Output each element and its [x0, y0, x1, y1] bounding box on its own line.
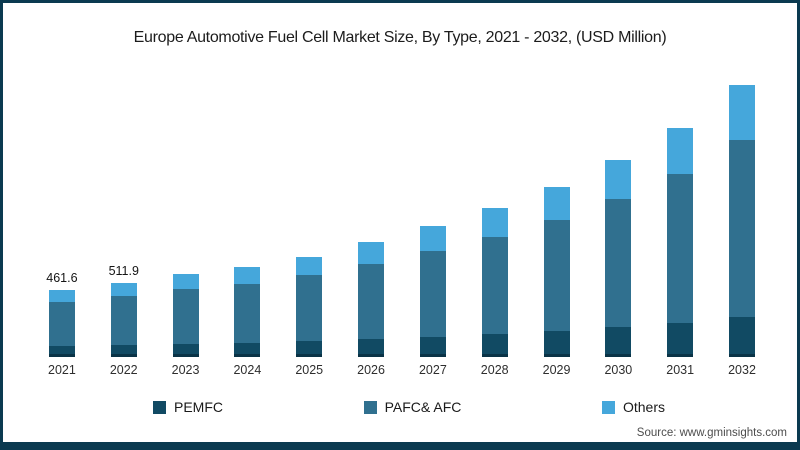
bar-segment-pemfc-2031	[667, 322, 694, 357]
x-axis-label-2031: 2031	[666, 363, 695, 377]
bar-segment-others-2022	[110, 282, 137, 297]
legend-swatch-icon	[363, 400, 377, 414]
bar-column-2027	[402, 65, 464, 357]
bar-segment-others-2031	[667, 127, 694, 174]
bar-segment-pafc-afc-2032	[729, 140, 756, 317]
bar-segment-others-2032	[729, 85, 756, 141]
bar-column-2024	[216, 65, 278, 357]
bar-segment-pemfc-2024	[234, 342, 261, 357]
stacked-bar-2031	[667, 127, 694, 357]
stacked-bar-2029	[543, 186, 570, 357]
bar-segment-others-2025	[296, 256, 323, 276]
bar-column-2022: 511.9	[93, 65, 155, 357]
x-axis-label-2026: 2026	[357, 363, 385, 377]
bar-segment-pafc-afc-2021	[48, 301, 75, 346]
bar-segment-others-2030	[605, 159, 632, 199]
bar-segment-pemfc-2021	[48, 345, 75, 357]
legend-swatch-icon	[601, 400, 615, 414]
chart-title: Europe Automotive Fuel Cell Market Size,…	[133, 29, 667, 46]
x-axis-label-2023: 2023	[171, 363, 200, 377]
stacked-bar-2030	[605, 159, 632, 357]
x-axis-label-2021: 2021	[48, 363, 76, 377]
bar-segment-pemfc-2023	[172, 343, 199, 357]
stacked-bar-2027	[419, 226, 446, 357]
bar-segment-pafc-afc-2030	[605, 198, 632, 328]
bar-segment-pemfc-2030	[605, 327, 632, 357]
bar-column-2029	[526, 65, 588, 357]
stacked-bar-2022	[110, 282, 137, 357]
bar-segment-pafc-afc-2031	[667, 173, 694, 323]
bar-column-2023	[155, 65, 217, 357]
bar-column-2021: 461.6	[31, 65, 93, 357]
bar-segment-pafc-afc-2026	[358, 263, 385, 339]
bar-column-2031	[649, 65, 711, 357]
bar-segment-pemfc-2029	[543, 330, 570, 357]
bar-segment-pemfc-2027	[419, 336, 446, 357]
legend-item-pafc-afc: PAFC& AFC	[363, 399, 462, 415]
x-axis-labels: 2021 2022 2023 2024 2025 2026 2027 2028 2029 2030…	[3, 363, 797, 377]
bar-segment-others-2026	[358, 242, 385, 264]
x-axis-label-2028: 2028	[480, 363, 509, 377]
stacked-bar-2025	[296, 256, 323, 357]
stacked-bar-2032	[729, 85, 756, 357]
bar-segment-pemfc-2028	[481, 333, 508, 357]
legend-label: Others	[622, 399, 665, 415]
stacked-bar-2026	[358, 242, 385, 357]
bar-column-2030	[587, 65, 649, 357]
x-axis-label-2032: 2032	[728, 363, 756, 377]
x-axis-label-2025: 2025	[295, 363, 324, 377]
bar-segment-others-2021	[48, 290, 75, 302]
legend-label: PAFC& AFC	[384, 399, 462, 415]
x-axis-label-2030: 2030	[604, 363, 633, 377]
bar-segment-pemfc-2026	[358, 338, 385, 357]
bar-segment-pafc-afc-2025	[296, 275, 323, 342]
x-axis-label-2027: 2027	[418, 363, 447, 377]
bar-column-2025	[278, 65, 340, 357]
x-axis-label-2022: 2022	[109, 363, 138, 377]
bar-segment-pafc-afc-2023	[172, 288, 199, 344]
bar-segment-pafc-afc-2022	[110, 296, 137, 345]
chart-legend: PEMFC PAFC& AFC Others	[3, 399, 797, 415]
x-axis-label-2024: 2024	[233, 363, 262, 377]
legend-swatch-icon	[153, 400, 166, 414]
legend-item-others: Others	[601, 399, 665, 415]
bar-column-2026	[340, 65, 402, 357]
bar-segment-pafc-afc-2024	[234, 283, 261, 343]
stacked-bar-2023	[172, 273, 199, 357]
bar-segment-pemfc-2025	[296, 341, 323, 357]
legend-item-pemfc: PEMFC	[153, 399, 223, 415]
bar-value-label-2022: 511.9	[108, 263, 139, 278]
stacked-bar-2024	[234, 267, 261, 357]
bar-segment-pemfc-2032	[729, 316, 756, 357]
bar-segment-pafc-afc-2027	[419, 251, 446, 337]
bar-value-label-2021: 461.6	[46, 271, 78, 286]
bar-segment-pafc-afc-2028	[481, 236, 508, 334]
bar-segment-others-2029	[543, 186, 570, 220]
bar-segment-others-2027	[419, 226, 446, 252]
stacked-bar-2021	[48, 290, 75, 357]
x-axis-label-2029: 2029	[542, 363, 571, 377]
legend-label: PEMFC	[174, 399, 223, 415]
bar-segment-others-2023	[172, 273, 199, 289]
bar-segment-others-2024	[234, 267, 261, 284]
stacked-bar-2028	[481, 208, 508, 357]
bar-segment-pafc-afc-2029	[543, 219, 570, 331]
bar-plot-area: 461.6 511.9	[3, 65, 797, 357]
bar-segment-others-2028	[481, 208, 508, 237]
bar-segment-pemfc-2022	[110, 344, 137, 357]
bar-column-2032	[711, 65, 773, 357]
source-attribution: Source: www.gminsights.com	[636, 427, 787, 439]
bar-column-2028	[464, 65, 526, 357]
